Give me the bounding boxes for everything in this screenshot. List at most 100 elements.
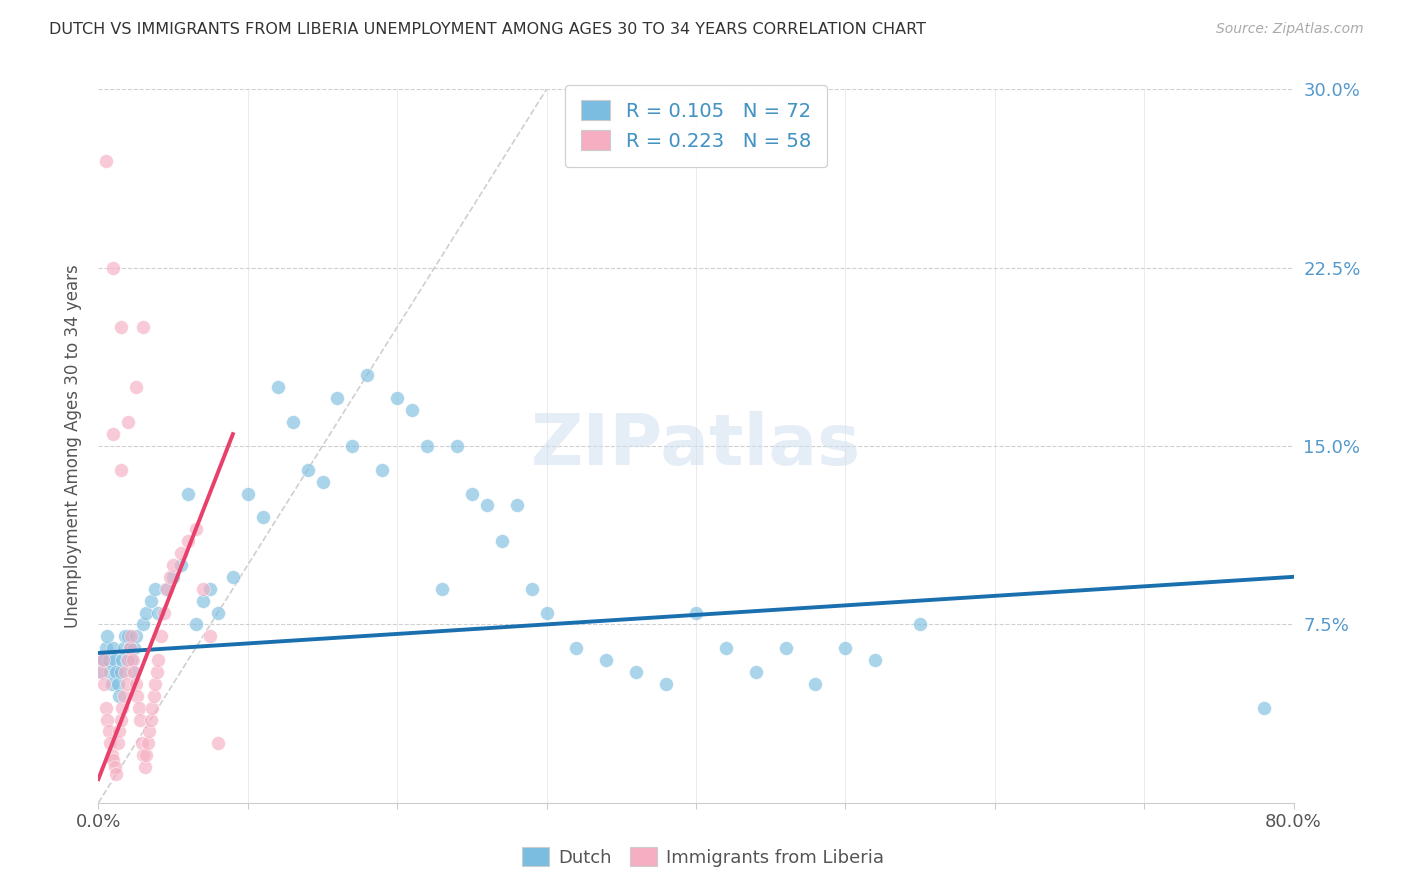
Point [101,748,124,763]
Point [142,689,165,703]
Point [191,593,214,607]
Point [101,677,124,691]
Point [506,499,529,513]
Point [98,665,122,679]
Legend: R = 0.105   N = 72, R = 0.223   N = 58: R = 0.105 N = 72, R = 0.223 N = 58 [565,85,827,167]
Point [207,736,229,750]
Point [134,760,156,774]
Point [416,439,439,453]
Point [141,700,163,714]
Point [222,570,245,584]
Point [177,534,200,549]
Point [105,665,128,679]
Point [311,475,333,489]
Point [132,748,155,763]
Point [124,641,146,656]
Point [184,522,207,536]
Point [117,653,139,667]
Point [162,558,184,572]
Point [97,724,120,739]
Point [120,629,142,643]
Legend: Dutch, Immigrants from Liberia: Dutch, Immigrants from Liberia [515,840,891,874]
Point [117,629,139,643]
Point [655,677,678,691]
Point [461,486,484,500]
Point [114,665,136,679]
Point [200,582,222,596]
Point [775,641,797,656]
Point [139,713,162,727]
Point [110,665,132,679]
Point [252,510,274,524]
Point [111,653,134,667]
Point [169,558,191,572]
Point [117,415,139,429]
Point [143,677,166,691]
Point [132,320,155,334]
Point [135,606,157,620]
Point [103,260,125,275]
Point [93,653,115,667]
Point [143,582,166,596]
Point [104,760,127,774]
Point [115,653,138,667]
Point [118,641,141,656]
Text: Source: ZipAtlas.com: Source: ZipAtlas.com [1216,22,1364,37]
Point [1253,700,1275,714]
Point [520,582,543,596]
Point [135,748,157,763]
Point [446,439,468,453]
Point [103,641,125,656]
Point [112,641,135,656]
Point [125,629,148,643]
Point [162,570,184,584]
Point [90,665,112,679]
Point [595,653,617,667]
Point [91,653,114,667]
Point [121,665,143,679]
Point [118,641,141,656]
Point [626,665,648,679]
Point [114,629,136,643]
Point [236,486,259,500]
Point [150,629,173,643]
Point [326,392,349,406]
Point [110,463,132,477]
Point [110,713,132,727]
Point [184,617,207,632]
Point [94,700,117,714]
Point [153,606,176,620]
Point [169,546,191,560]
Point [834,641,856,656]
Point [125,379,148,393]
Text: DUTCH VS IMMIGRANTS FROM LIBERIA UNEMPLOYMENT AMONG AGES 30 TO 34 YEARS CORRELAT: DUTCH VS IMMIGRANTS FROM LIBERIA UNEMPLO… [49,22,927,37]
Point [371,463,394,477]
Point [90,665,112,679]
Point [908,617,931,632]
Point [91,653,114,667]
Point [125,677,148,691]
Point [156,582,179,596]
Point [107,736,129,750]
Point [401,403,423,417]
Point [159,570,181,584]
Point [430,582,453,596]
Point [685,606,707,620]
Point [115,677,138,691]
Point [148,606,170,620]
Point [536,606,558,620]
Point [124,665,146,679]
Point [108,724,131,739]
Point [177,486,200,500]
Point [103,753,125,767]
Point [356,368,378,382]
Point [96,629,118,643]
Point [103,427,125,442]
Point [111,700,134,714]
Point [132,617,155,632]
Y-axis label: Unemployment Among Ages 30 to 34 years: Unemployment Among Ages 30 to 34 years [63,264,82,628]
Point [93,677,115,691]
Point [385,392,409,406]
Point [207,606,229,620]
Point [107,677,129,691]
